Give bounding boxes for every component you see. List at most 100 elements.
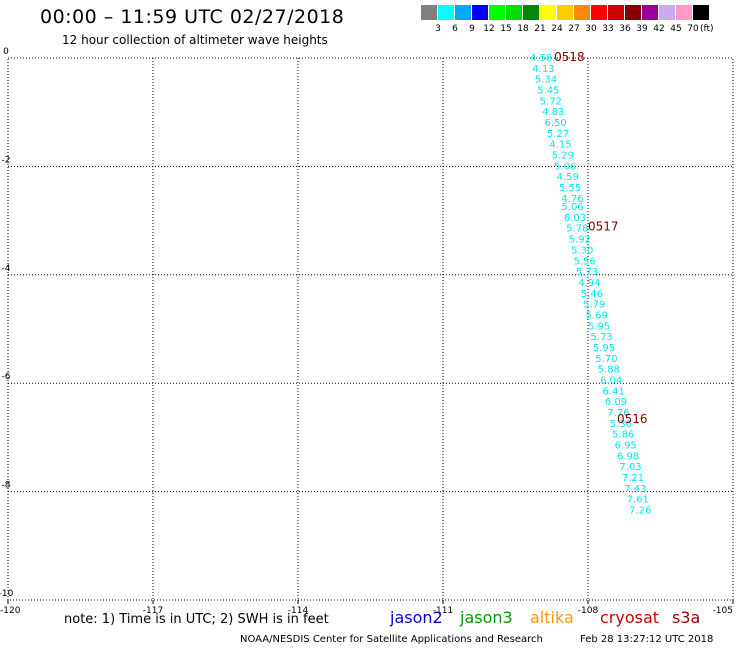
color-scale-label: 15 bbox=[500, 24, 512, 34]
wave-height-label: 5.69 bbox=[586, 310, 608, 321]
satellite-legend-s3a: s3a bbox=[672, 608, 701, 627]
color-scale-label: 70 bbox=[687, 24, 699, 34]
wave-height-label: 5.06 bbox=[561, 202, 583, 213]
wave-height-label: 5.34 bbox=[535, 75, 557, 86]
color-swatch bbox=[506, 5, 523, 20]
wave-height-label: 7.26 bbox=[629, 506, 651, 517]
wave-height-label: 5.79 bbox=[583, 300, 605, 311]
satellite-legend-jason2: jason2 bbox=[390, 608, 443, 627]
track-label: 0516 bbox=[617, 412, 648, 426]
wave-height-label: 5.78 bbox=[566, 224, 588, 235]
color-scale-label: 3 bbox=[435, 24, 441, 34]
wave-height-label: 7.03 bbox=[619, 462, 641, 473]
color-swatch bbox=[693, 5, 710, 20]
color-scale-label: 36 bbox=[619, 24, 631, 34]
chart-note: note: 1) Time is in UTC; 2) SWH is in fe… bbox=[64, 612, 329, 627]
color-scale-label: 39 bbox=[636, 24, 648, 34]
color-swatch bbox=[625, 5, 642, 20]
color-swatch bbox=[472, 5, 489, 20]
wave-height-label: 5.56 bbox=[574, 256, 596, 267]
color-swatch bbox=[642, 5, 659, 20]
color-swatch bbox=[557, 5, 574, 20]
wave-height-label: 7.61 bbox=[627, 495, 649, 506]
color-scale-label: 42 bbox=[653, 24, 665, 34]
color-swatch bbox=[591, 5, 608, 20]
color-scale-label: 27 bbox=[568, 24, 580, 34]
color-swatch bbox=[676, 5, 693, 20]
color-swatch bbox=[574, 5, 591, 20]
color-scale-label: 33 bbox=[602, 24, 614, 34]
satellite-legend-jason3: jason3 bbox=[460, 608, 513, 627]
wave-height-label: 6.98 bbox=[617, 451, 639, 462]
color-scale-label: 18 bbox=[517, 24, 529, 34]
x-tick-label: -114 bbox=[288, 606, 309, 616]
chart-subtitle: 12 hour collection of altimeter wave hei… bbox=[62, 33, 328, 47]
satellite-legend-cryosat: cryosat bbox=[600, 608, 660, 627]
wave-height-label: 5.29 bbox=[552, 151, 574, 162]
wave-height-label: 4.94 bbox=[578, 278, 600, 289]
color-scale-label: 12 bbox=[483, 24, 495, 34]
wave-height-label: 5.70 bbox=[595, 354, 617, 365]
color-swatch bbox=[523, 5, 540, 20]
wave-height-label: 5.30 bbox=[571, 245, 593, 256]
color-swatch bbox=[438, 5, 455, 20]
wave-height-label: 5.86 bbox=[612, 430, 634, 441]
wave-height-label: 5.46 bbox=[581, 289, 603, 300]
wave-height-label: 5.95 bbox=[593, 343, 615, 354]
satellite-legend-altika: altika bbox=[530, 608, 574, 627]
wave-height-label: 5.55 bbox=[559, 183, 581, 194]
x-tick-label: -120 bbox=[0, 606, 21, 616]
y-tick-label: -10 bbox=[0, 589, 14, 599]
wave-height-label: 4.15 bbox=[549, 140, 571, 151]
color-scale-label: 24 bbox=[551, 24, 563, 34]
y-tick-label: -4 bbox=[2, 264, 11, 274]
wave-height-label: 5.95 bbox=[588, 321, 610, 332]
footer-timestamp: Feb 28 13:27:12 UTC 2018 bbox=[580, 634, 714, 645]
wave-height-label: 4.76 bbox=[561, 194, 583, 205]
wave-height-label: 4.59 bbox=[557, 172, 579, 183]
color-scale-unit: (ft) bbox=[700, 24, 714, 34]
x-tick-label: -105 bbox=[713, 606, 733, 616]
wave-height-label: 6.04 bbox=[600, 375, 622, 386]
track-label: 0518 bbox=[554, 50, 585, 64]
color-swatch bbox=[608, 5, 625, 20]
wave-height-label: 5.88 bbox=[598, 365, 620, 376]
wave-height-label: 6.41 bbox=[603, 386, 625, 397]
color-scale-label: 6 bbox=[452, 24, 458, 34]
color-scale-label: 45 bbox=[670, 24, 682, 34]
wave-height-label: 6.03 bbox=[564, 213, 586, 224]
wave-height-label: 5.73 bbox=[576, 267, 598, 278]
color-scale-label: 21 bbox=[534, 24, 546, 34]
x-tick-label: -111 bbox=[433, 606, 453, 616]
wave-height-label: 4.58 bbox=[530, 53, 552, 64]
wave-height-label: 7.21 bbox=[622, 473, 644, 484]
y-tick-label: -6 bbox=[2, 372, 11, 382]
x-tick-label: -117 bbox=[143, 606, 163, 616]
y-tick-label: 0 bbox=[3, 47, 9, 57]
wave-height-label: 4.13 bbox=[532, 64, 554, 75]
color-swatch bbox=[489, 5, 506, 20]
color-scale-label: 9 bbox=[469, 24, 475, 34]
plot-frame bbox=[7, 57, 734, 601]
track-label: 0517 bbox=[588, 220, 619, 234]
y-tick-label: -2 bbox=[2, 155, 11, 165]
x-tick-label: -108 bbox=[578, 606, 599, 616]
wave-height-label: 5.06 bbox=[554, 161, 576, 172]
color-scale-label: 30 bbox=[585, 24, 597, 34]
wave-height-label: 5.92 bbox=[569, 235, 591, 246]
wave-height-label: 6.50 bbox=[545, 118, 567, 129]
footer-credit: NOAA/NESDIS Center for Satellite Applica… bbox=[240, 634, 543, 645]
wave-height-label: 7.43 bbox=[624, 484, 646, 495]
wave-height-label: 6.09 bbox=[605, 397, 627, 408]
wave-height-label: 5.45 bbox=[537, 86, 559, 97]
color-swatch bbox=[540, 5, 557, 20]
wave-height-label: 6.95 bbox=[615, 441, 637, 452]
color-swatch bbox=[659, 5, 676, 20]
chart-title: 00:00 – 11:59 UTC 02/27/2018 bbox=[40, 6, 345, 28]
wave-height-label: 5.72 bbox=[540, 96, 562, 107]
y-tick-label: -8 bbox=[2, 481, 11, 491]
wave-height-label: 5.36 bbox=[610, 419, 632, 430]
wave-height-label: 5.73 bbox=[590, 332, 612, 343]
wave-height-label: 4.83 bbox=[542, 107, 564, 118]
